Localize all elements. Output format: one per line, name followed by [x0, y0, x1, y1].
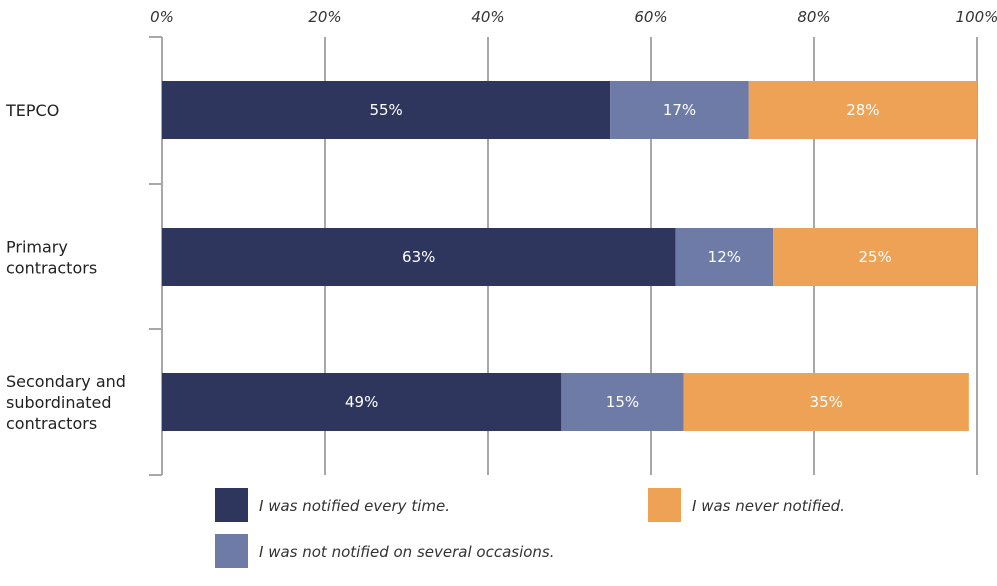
bar-value-label: 12%: [708, 248, 741, 266]
bar-segment: [162, 373, 562, 431]
legend: I was notified every time. I was never no…: [215, 488, 845, 568]
category-label: TEPCO: [5, 101, 59, 120]
legend-label: I was never notified.: [692, 497, 845, 515]
category-labels: TEPCO Primary contractors Secondary and subo…: [5, 101, 126, 433]
legend-swatch: [215, 534, 248, 568]
bar-segment: [683, 373, 969, 431]
x-tick-labels: 0% 20% 40% 60% 80% 100%: [150, 8, 997, 26]
legend-label: I was notified every time.: [259, 497, 450, 515]
x-tick-label: 40%: [471, 8, 504, 26]
bar-value-label: 63%: [402, 248, 435, 266]
bar-segment: [561, 373, 684, 431]
x-tick-label: 100%: [956, 8, 997, 26]
legend-swatch: [215, 488, 248, 522]
bar-segment: [748, 81, 977, 139]
x-tick-label: 0%: [150, 8, 174, 26]
bar-value-label: 55%: [369, 101, 402, 119]
bar-series: 55% 17% 28% 63% 12% 25% 49% 15% 35%: [162, 81, 977, 431]
category-label: contractors: [6, 414, 97, 433]
bar-value-label: 17%: [663, 101, 696, 119]
x-tick-label: 60%: [634, 8, 667, 26]
bar-segment: [162, 81, 611, 139]
bar-segment: [773, 228, 977, 286]
legend-swatch: [648, 488, 681, 522]
bar-segment: [162, 228, 676, 286]
bar-value-label: 25%: [858, 248, 891, 266]
bar-value-label: 49%: [345, 393, 378, 411]
bar-value-label: 15%: [606, 393, 639, 411]
category-label: Secondary and: [6, 372, 126, 391]
bar-segment: [610, 81, 749, 139]
category-label: contractors: [6, 259, 97, 278]
category-label: Primary: [6, 238, 68, 257]
category-label: subordinated: [6, 393, 112, 412]
y-axis: [149, 36, 163, 476]
bar-value-label: 35%: [810, 393, 843, 411]
x-tick-label: 20%: [308, 8, 341, 26]
legend-label: I was not notified on several occasions.: [259, 543, 555, 561]
bar-segment: [675, 228, 774, 286]
x-tick-label: 80%: [797, 8, 830, 26]
bar-value-label: 28%: [846, 101, 879, 119]
